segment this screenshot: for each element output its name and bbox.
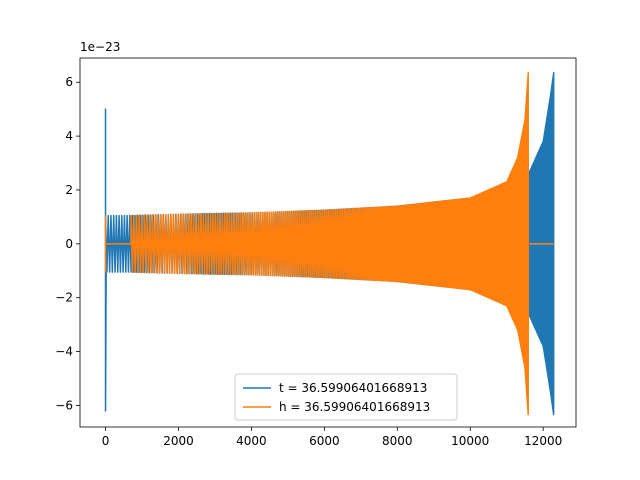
y-tick-label: −6 [55,398,73,412]
legend-box [234,373,458,421]
legend-entry: t = 36.59906401668913 [279,381,427,395]
y-tick-label: 6 [65,75,73,89]
plot-frame [79,57,577,428]
x-tick-label: 0 [102,434,110,448]
series-layer [104,72,555,416]
legend: t = 36.59906401668913 h = 36.599064016689… [234,373,458,421]
x-tick-label: 2000 [163,434,194,448]
y-tick-label: 0 [65,237,73,251]
x-axis: 0 2000 4000 6000 8000 10000 12000 [102,427,562,448]
y-tick-label: −4 [55,345,73,359]
legend-entry: h = 36.59906401668913 [279,400,430,414]
y-tick-label: 2 [65,183,73,197]
x-tick-label: 12000 [524,434,562,448]
series-line-1 [104,72,554,416]
x-tick-label: 8000 [382,434,413,448]
y-axis: −6 −4 −2 0 2 4 6 [55,75,80,412]
y-axis-offset-label: 1e−23 [80,40,120,54]
x-tick-label: 4000 [236,434,267,448]
x-tick-label: 6000 [309,434,340,448]
y-tick-label: −2 [55,291,73,305]
x-tick-label: 10000 [451,434,489,448]
y-tick-label: 4 [65,129,73,143]
